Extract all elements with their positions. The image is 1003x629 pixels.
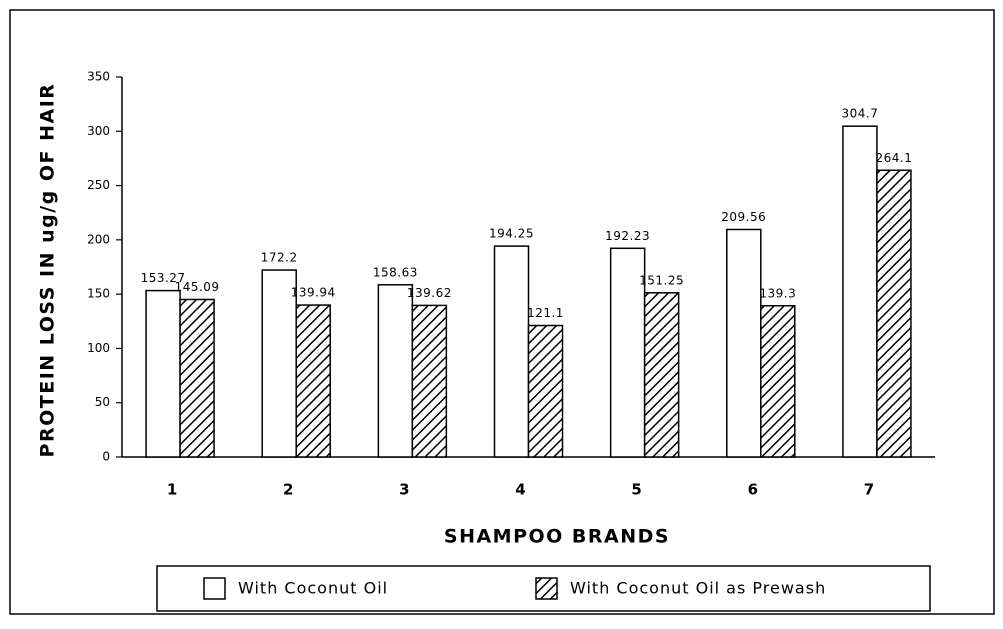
bar [842, 125, 878, 458]
bar [760, 305, 796, 458]
value-label: 139.3 [759, 286, 796, 300]
legend-swatch [203, 577, 226, 600]
x-tick-label: 1 [167, 481, 177, 499]
y-axis-title: PROTEIN LOSS IN ug/g OF HAIR [37, 83, 59, 458]
y-tick-label: 200 [87, 232, 110, 246]
bar [411, 304, 448, 458]
legend-swatch [535, 577, 558, 600]
legend-box [156, 565, 931, 612]
frame [9, 9, 995, 615]
y-tick-label: 0 [102, 450, 110, 464]
x-tick-label: 7 [864, 481, 874, 499]
value-label: 192.23 [605, 229, 650, 243]
value-label: 121.1 [527, 306, 564, 320]
value-label: 158.63 [373, 265, 418, 279]
x-tick-label: 2 [283, 481, 293, 499]
value-label: 139.62 [407, 286, 452, 300]
value-label: 264.1 [875, 151, 912, 165]
value-label: 172.2 [261, 251, 298, 265]
y-tick-label: 100 [87, 341, 110, 355]
value-label: 151.25 [639, 273, 684, 287]
legend-label: With Coconut Oil as Prewash [570, 579, 826, 598]
bar [493, 245, 530, 458]
value-label: 139.94 [291, 286, 336, 300]
x-tick-label: 4 [515, 481, 525, 499]
bar [377, 284, 414, 458]
bar [179, 298, 215, 458]
bar [527, 324, 564, 458]
value-label: 153.27 [141, 271, 186, 285]
bar [261, 269, 297, 458]
bar [876, 169, 912, 458]
bar [145, 289, 181, 458]
y-tick-label: 350 [87, 70, 110, 84]
value-label: 304.7 [841, 107, 878, 121]
y-tick-label: 300 [87, 124, 110, 138]
bar [295, 304, 331, 458]
x-axis-title: SHAMPOO BRANDS [444, 526, 670, 548]
x-tick-label: 5 [631, 481, 641, 499]
y-tick-label: 150 [87, 287, 110, 301]
x-tick-label: 3 [399, 481, 409, 499]
y-tick-label: 50 [95, 395, 110, 409]
x-tick-label: 6 [748, 481, 758, 499]
bar [726, 228, 762, 458]
value-label: 209.56 [721, 210, 766, 224]
y-tick-label: 250 [87, 178, 110, 192]
bar [643, 292, 680, 458]
value-label: 145.09 [175, 280, 220, 294]
bar [609, 247, 646, 458]
legend-label: With Coconut Oil [238, 579, 388, 598]
value-label: 194.25 [489, 227, 534, 241]
